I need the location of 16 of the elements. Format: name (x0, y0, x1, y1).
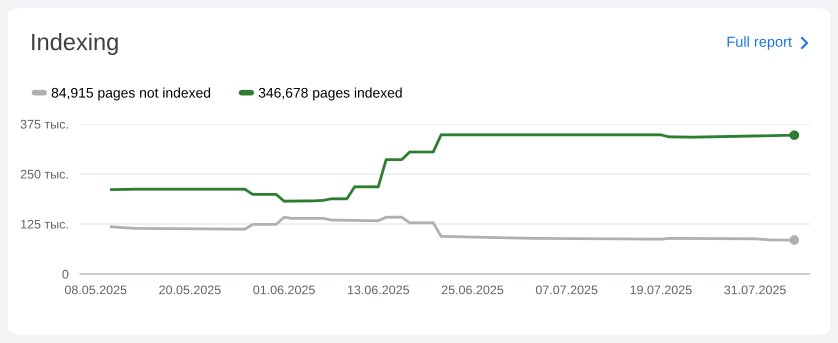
text: Full report (728, 36, 792, 50)
x-tick-label: 13.06.2025 (348, 285, 410, 294)
legend-label: 346,678 pages indexed (258, 87, 402, 100)
y-tick-label: 375 тыс. (20, 120, 68, 129)
y-tick-label: 125 тыс. (21, 220, 68, 229)
x-tick-label: 25.06.2025 (442, 285, 504, 294)
x-tick-label: 07.07.2025 (536, 285, 598, 294)
x-tick-label: 31.07.2025 (724, 285, 786, 294)
x-tick-label: 19.07.2025 (630, 285, 692, 294)
y-tick-label: 250 тыс. (20, 170, 68, 179)
chart-title: Indexing (32, 32, 118, 56)
x-tick-label: 01.06.2025 (253, 285, 315, 294)
x-tick-label: 20.05.2025 (159, 285, 221, 294)
y-tick-label: 0 (62, 270, 68, 279)
x-tick-label: 08.05.2025 (64, 285, 126, 294)
legend-label: 84,915 pages not indexed (52, 87, 210, 100)
